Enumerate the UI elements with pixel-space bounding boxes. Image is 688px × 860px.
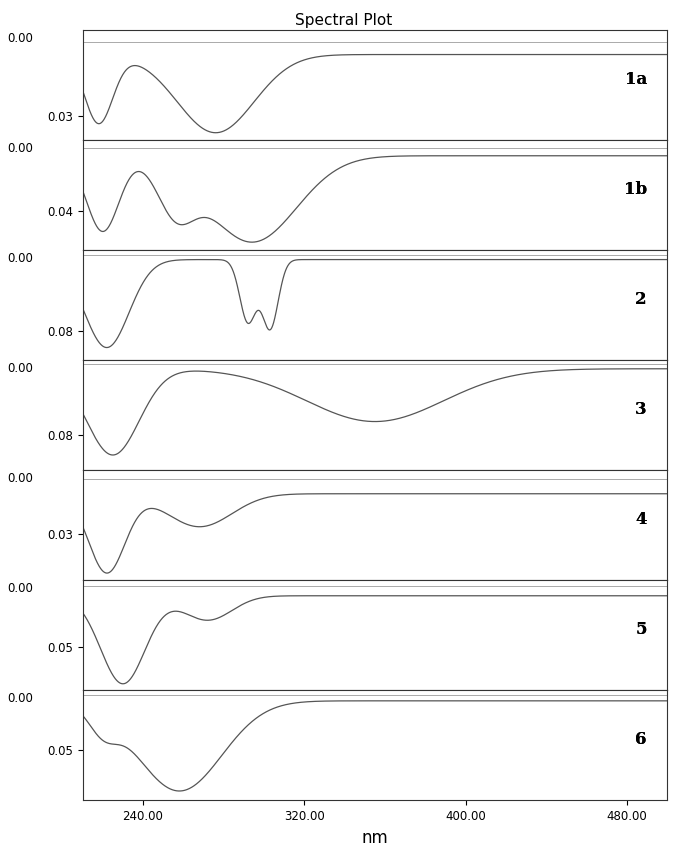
Text: 1a: 1a: [625, 71, 647, 88]
Text: 1a: 1a: [625, 71, 647, 88]
X-axis label: nm: nm: [362, 829, 388, 847]
Text: 1b: 1b: [624, 181, 647, 198]
Text: 0.00: 0.00: [7, 252, 33, 265]
Text: 0.00: 0.00: [7, 362, 33, 375]
Text: 4: 4: [636, 511, 647, 528]
Text: 1b: 1b: [624, 181, 647, 198]
Text: Spectral Plot: Spectral Plot: [295, 13, 393, 28]
Text: 0.00: 0.00: [7, 582, 33, 595]
Text: 2: 2: [635, 291, 647, 308]
Text: 2: 2: [635, 291, 647, 308]
Text: 3: 3: [635, 401, 647, 418]
Text: 3: 3: [635, 401, 647, 418]
Text: 5: 5: [636, 621, 647, 638]
Text: 6: 6: [636, 731, 647, 748]
Text: 0.00: 0.00: [7, 142, 33, 156]
Text: 6: 6: [636, 731, 647, 748]
Text: 0.00: 0.00: [7, 472, 33, 485]
Text: 0.00: 0.00: [7, 692, 33, 705]
Text: 5: 5: [636, 621, 647, 638]
Text: 0.00: 0.00: [7, 33, 33, 46]
Text: 4: 4: [636, 511, 647, 528]
